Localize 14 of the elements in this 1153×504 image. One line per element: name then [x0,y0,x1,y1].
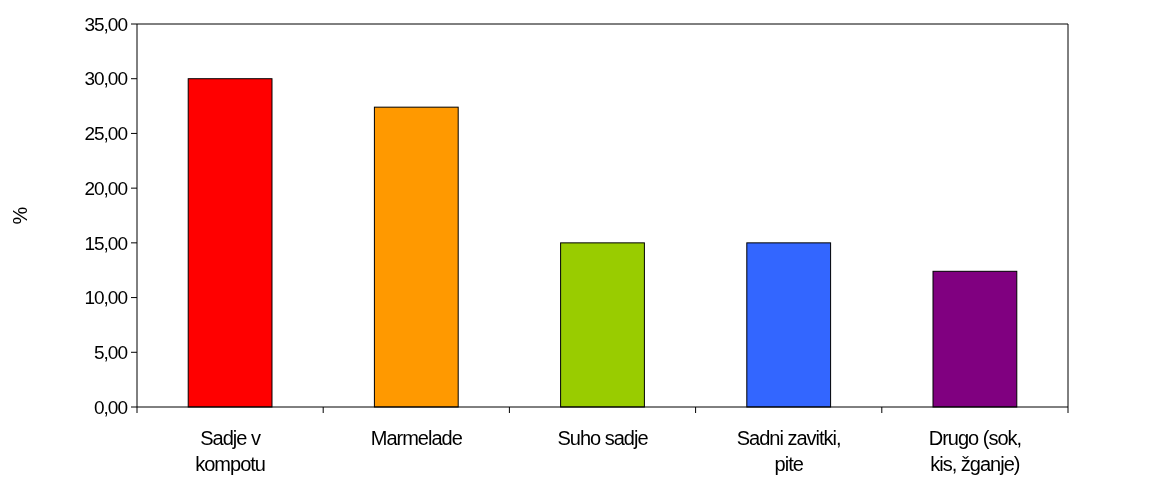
y-tick-label: 10,00 [84,287,128,309]
x-tick-label: Marmelade [370,427,463,449]
x-tick-label: Sadni zavitki, pite [736,427,841,475]
y-tick-label: 25,00 [84,123,128,145]
x-tick-label: Drugo (sok, kis, žganje) [928,427,1022,475]
y-tick-label: 30,00 [84,68,128,90]
x-tick-label: Sadje v kompotu [195,427,265,475]
y-tick-label: 35,00 [84,13,128,35]
y-tick-label: 20,00 [84,177,128,199]
y-tick-label: 5,00 [94,341,128,363]
x-tick-label: Suho sadje [557,427,649,449]
y-tick-label: 15,00 [84,232,128,254]
y-tick-label: 0,00 [94,396,128,418]
y-axis-title: % [9,206,31,225]
